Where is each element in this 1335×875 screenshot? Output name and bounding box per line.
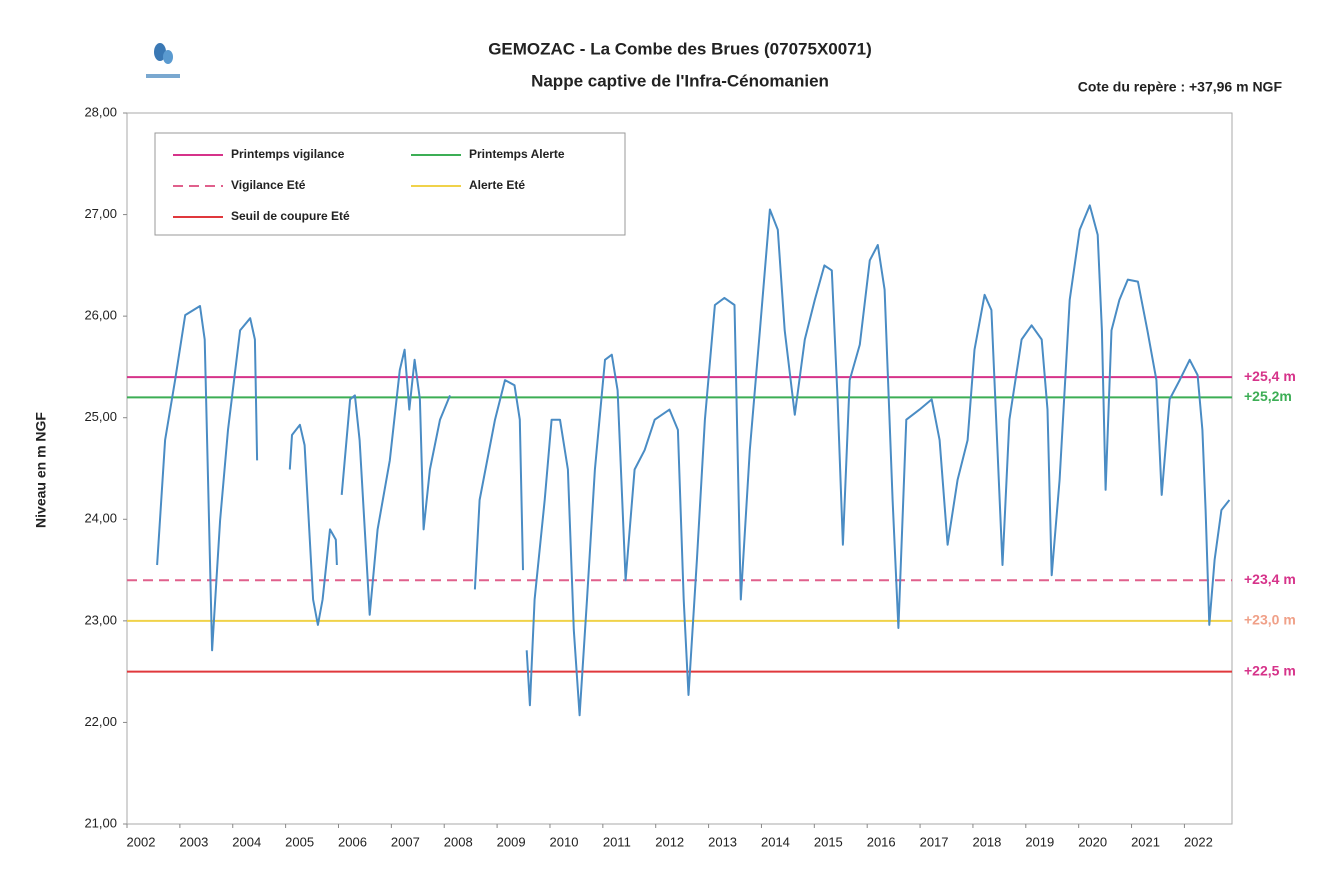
legend-label: Printemps Alerte <box>469 147 565 161</box>
x-tick-label: 2005 <box>285 834 314 849</box>
x-tick-label: 2020 <box>1078 834 1107 849</box>
x-tick-label: 2012 <box>655 834 684 849</box>
y-axis-label: Niveau en m NGF <box>33 412 49 528</box>
x-tick-label: 2011 <box>603 834 631 849</box>
y-tick-label: 23,00 <box>84 612 117 627</box>
x-tick-label: 2015 <box>814 834 843 849</box>
y-tick-label: 24,00 <box>84 511 117 526</box>
y-tick-label: 27,00 <box>84 206 117 221</box>
x-tick-label: 2018 <box>972 834 1001 849</box>
logo <box>146 43 180 78</box>
x-tick-label: 2019 <box>1025 834 1054 849</box>
x-tick-label: 2010 <box>550 834 579 849</box>
y-tick-label: 26,00 <box>84 308 117 323</box>
legend-label: Printemps vigilance <box>231 147 345 161</box>
legend-label: Alerte Eté <box>469 178 525 192</box>
y-tick-label: 22,00 <box>84 714 117 729</box>
threshold-label: +23,4 m <box>1244 571 1296 587</box>
x-tick-label: 2004 <box>232 834 261 849</box>
threshold-label: +23,0 m <box>1244 612 1296 628</box>
x-tick-label: 2003 <box>179 834 208 849</box>
x-tick-label: 2022 <box>1184 834 1213 849</box>
x-tick-label: 2016 <box>867 834 896 849</box>
x-tick-label: 2017 <box>920 834 949 849</box>
x-tick-label: 2007 <box>391 834 420 849</box>
legend-box <box>154 132 626 236</box>
plot-area <box>126 112 1233 825</box>
x-tick-label: 2009 <box>497 834 526 849</box>
chart-title: GEMOZAC - La Combe des Brues (07075X0071… <box>488 39 872 58</box>
chart-subtitle: Nappe captive de l'Infra-Cénomanien <box>531 71 829 90</box>
y-tick-label: 21,00 <box>84 815 117 830</box>
y-tick-label: 25,00 <box>84 409 117 424</box>
legend-label: Vigilance Eté <box>231 178 306 192</box>
y-tick-label: 28,00 <box>84 104 117 119</box>
x-tick-label: 2013 <box>708 834 737 849</box>
x-tick-label: 2014 <box>761 834 790 849</box>
threshold-label: +25,2m <box>1244 388 1292 404</box>
x-tick-label: 2008 <box>444 834 473 849</box>
threshold-label: +22,5 m <box>1244 662 1296 678</box>
legend-label: Seuil de coupure Eté <box>231 209 350 223</box>
x-tick-label: 2002 <box>127 834 156 849</box>
x-tick-label: 2006 <box>338 834 367 849</box>
threshold-label: +25,4 m <box>1244 368 1296 384</box>
x-tick-label: 2021 <box>1131 834 1160 849</box>
annotation: Cote du repère : +37,96 m NGF <box>1078 79 1283 95</box>
level-line <box>156 204 1231 717</box>
